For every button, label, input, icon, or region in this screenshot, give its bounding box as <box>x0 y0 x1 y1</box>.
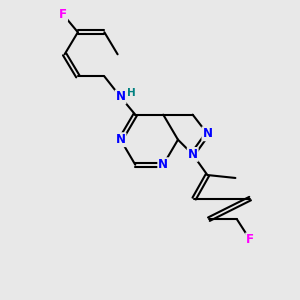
Text: F: F <box>59 8 67 21</box>
Text: N: N <box>188 148 198 161</box>
Text: N: N <box>116 91 126 103</box>
Text: N: N <box>202 127 212 140</box>
Text: F: F <box>246 233 254 246</box>
Text: H: H <box>127 88 136 98</box>
Text: N: N <box>116 133 126 146</box>
Text: N: N <box>158 158 168 171</box>
